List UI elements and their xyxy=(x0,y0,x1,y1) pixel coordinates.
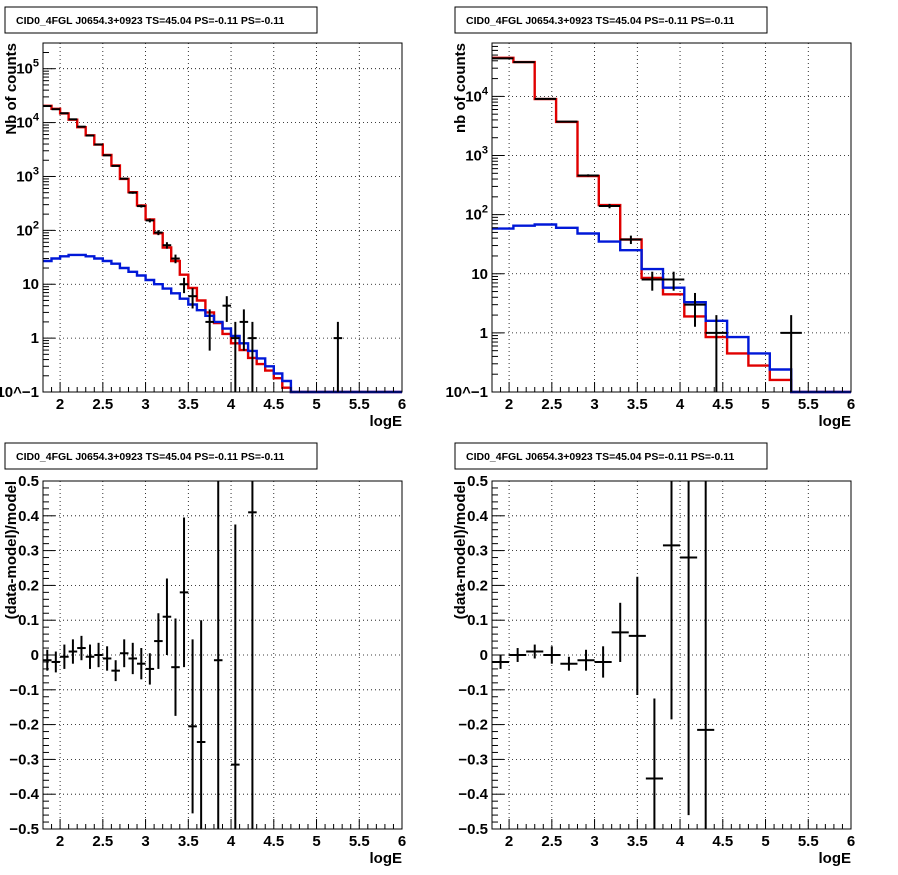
x-tick-label: 3 xyxy=(590,396,598,413)
y-tick-label: −0.4 xyxy=(9,786,39,803)
y-tick-label: 105 xyxy=(16,58,39,78)
y-tick-label: 0.1 xyxy=(18,612,39,629)
x-axis-title: logE xyxy=(819,413,852,430)
y-axis-title: Nb of counts xyxy=(3,43,20,135)
x-tick-label: 2.5 xyxy=(92,396,113,413)
y-tick-label: 0.2 xyxy=(18,577,39,594)
y-tick-label: −0.4 xyxy=(458,786,488,803)
chart-title: CID0_4FGL J0654.3+0923 TS=45.04 PS=-0.11… xyxy=(466,451,734,463)
y-tick-label: 10^−1 xyxy=(445,384,488,401)
y-tick-label: 0.4 xyxy=(18,508,40,525)
y-tick-label: 0 xyxy=(480,647,488,664)
y-tick-label: −0.3 xyxy=(458,751,488,768)
plot-frame xyxy=(42,42,403,393)
panel-residuals-fine-binning: CID0_4FGL J0654.3+0923 TS=45.04 PS=-0.11… xyxy=(3,442,406,867)
chart-title: CID0_4FGL J0654.3+0923 TS=45.04 PS=-0.11… xyxy=(466,15,734,27)
title-box xyxy=(454,6,768,34)
x-tick-label: 4.5 xyxy=(263,396,284,413)
x-axis-title: logE xyxy=(370,850,403,867)
chart-title: CID0_4FGL J0654.3+0923 TS=45.04 PS=-0.11… xyxy=(16,15,284,27)
x-tick-label: 6 xyxy=(398,833,406,850)
x-tick-label: 4 xyxy=(676,396,685,413)
title-box xyxy=(454,442,768,470)
x-tick-label: 5 xyxy=(312,396,320,413)
x-tick-label: 2 xyxy=(56,396,64,413)
y-axis-title: (data-model)/model xyxy=(3,481,20,619)
x-tick-label: 2 xyxy=(505,396,513,413)
x-tick-label: 5 xyxy=(761,833,769,850)
x-tick-label: 2.5 xyxy=(541,396,562,413)
x-tick-label: 4.5 xyxy=(712,396,733,413)
x-tick-label: 5 xyxy=(312,833,320,850)
title-box xyxy=(4,6,318,34)
y-tick-label: −0.2 xyxy=(458,717,488,734)
total-model-histogram xyxy=(43,104,402,394)
y-tick-label: 1 xyxy=(480,325,488,342)
y-axis-title: nb of counts xyxy=(452,43,469,133)
title-box xyxy=(4,442,318,470)
panel-residuals-coarse-binning: CID0_4FGL J0654.3+0923 TS=45.04 PS=-0.11… xyxy=(452,442,855,867)
x-tick-label: 3.5 xyxy=(178,396,199,413)
y-tick-label: 0.5 xyxy=(467,473,488,490)
y-tick-label: 0.4 xyxy=(467,508,489,525)
panel-counts-fine-binning: CID0_4FGL J0654.3+0923 TS=45.04 PS=-0.11… xyxy=(0,6,406,430)
y-tick-label: −0.1 xyxy=(9,682,39,699)
panel-counts-coarse-binning: CID0_4FGL J0654.3+0923 TS=45.04 PS=-0.11… xyxy=(445,6,855,430)
y-tick-label: −0.2 xyxy=(9,717,39,734)
y-tick-label: −0.1 xyxy=(458,682,488,699)
y-tick-label: 104 xyxy=(16,112,40,132)
y-tick-label: 0.3 xyxy=(18,543,39,560)
x-tick-label: 4 xyxy=(227,396,236,413)
x-tick-label: 3.5 xyxy=(627,396,648,413)
x-tick-label: 2 xyxy=(56,833,64,850)
x-tick-label: 6 xyxy=(847,833,855,850)
y-tick-label: 0.1 xyxy=(467,612,488,629)
y-tick-label: 0.3 xyxy=(467,543,488,560)
y-tick-label: 102 xyxy=(16,219,39,239)
y-tick-label: −0.5 xyxy=(458,821,488,838)
y-tick-label: 103 xyxy=(465,145,488,165)
x-tick-label: 4 xyxy=(676,833,685,850)
y-tick-label: 104 xyxy=(465,85,489,105)
x-tick-label: 3.5 xyxy=(178,833,199,850)
y-tick-label: 0 xyxy=(31,647,39,664)
y-axis-title: (data-model)/model xyxy=(452,481,469,619)
y-tick-label: 0.2 xyxy=(467,577,488,594)
y-tick-label: 10 xyxy=(471,266,488,283)
y-tick-label: −0.3 xyxy=(9,751,39,768)
x-tick-label: 5 xyxy=(761,396,769,413)
x-tick-label: 6 xyxy=(398,396,406,413)
x-tick-label: 4 xyxy=(227,833,236,850)
x-tick-label: 2.5 xyxy=(92,833,113,850)
y-tick-label: 10^−1 xyxy=(0,384,39,401)
x-tick-label: 5.5 xyxy=(349,833,370,850)
plot-frame xyxy=(491,42,852,393)
y-tick-label: 10 xyxy=(22,276,39,293)
y-tick-label: 0.5 xyxy=(18,473,39,490)
y-tick-label: 103 xyxy=(16,165,39,185)
x-tick-label: 4.5 xyxy=(263,833,284,850)
x-tick-label: 6 xyxy=(847,396,855,413)
x-axis-title: logE xyxy=(819,850,852,867)
x-tick-label: 5.5 xyxy=(798,833,819,850)
x-axis-title: logE xyxy=(370,413,403,430)
x-tick-label: 2.5 xyxy=(541,833,562,850)
x-tick-label: 5.5 xyxy=(349,396,370,413)
background-model-histogram xyxy=(43,253,402,394)
x-tick-label: 3.5 xyxy=(627,833,648,850)
x-tick-label: 5.5 xyxy=(798,396,819,413)
y-tick-label: 1 xyxy=(31,330,39,347)
x-tick-label: 2 xyxy=(505,833,513,850)
x-tick-label: 3 xyxy=(590,833,598,850)
background-model-histogram xyxy=(492,223,851,394)
chart-title: CID0_4FGL J0654.3+0923 TS=45.04 PS=-0.11… xyxy=(16,451,284,463)
y-tick-label: −0.5 xyxy=(9,821,39,838)
x-tick-label: 4.5 xyxy=(712,833,733,850)
x-tick-label: 3 xyxy=(141,833,149,850)
x-tick-label: 3 xyxy=(141,396,149,413)
y-tick-label: 102 xyxy=(465,204,488,224)
